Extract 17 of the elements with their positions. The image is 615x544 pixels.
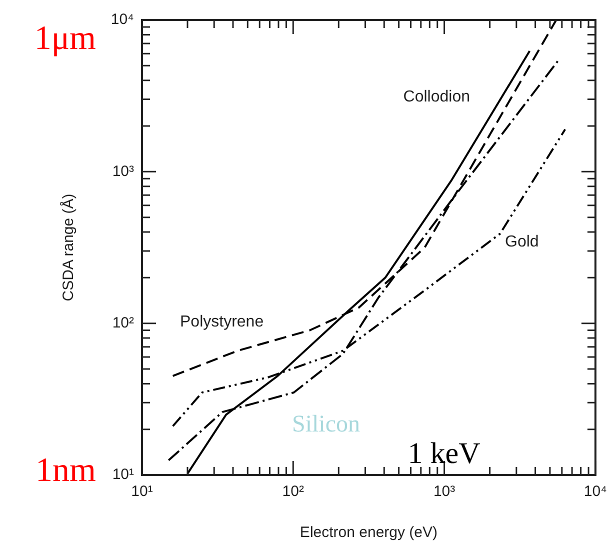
y-tick-label: 10³	[112, 162, 134, 180]
series-label: Polystyrene	[180, 313, 264, 330]
y-tick-label: 10⁴	[110, 11, 134, 28]
x-tick-label: 10¹	[131, 483, 153, 500]
annotation: 1 keV	[408, 436, 481, 470]
y-axis-title: CSDA range (Å)	[59, 194, 78, 302]
y-tick-label: 10²	[112, 314, 134, 332]
x-tick-label: 10³	[433, 483, 456, 500]
series-label: Collodion	[403, 88, 470, 106]
text: 1μm	[34, 20, 96, 57]
text: 1nm	[36, 452, 96, 489]
series-label: Gold	[505, 233, 539, 250]
x-axis-title: Electron energy (eV)	[300, 524, 438, 542]
series-label: Silicon	[292, 411, 360, 438]
x-tick-label: 10²	[282, 483, 304, 500]
x-tick-label: 10⁴	[584, 483, 608, 500]
y-tick-label: 10¹	[112, 466, 134, 484]
